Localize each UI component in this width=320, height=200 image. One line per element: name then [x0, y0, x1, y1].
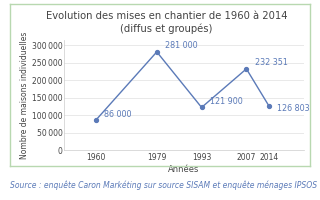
- Text: 126 803: 126 803: [277, 104, 310, 113]
- Text: 86 000: 86 000: [104, 110, 132, 119]
- Text: Evolution des mises en chantier de 1960 à 2014: Evolution des mises en chantier de 1960 …: [46, 11, 287, 21]
- Text: 281 000: 281 000: [165, 41, 198, 50]
- Text: 232 351: 232 351: [255, 58, 288, 67]
- Text: 121 900: 121 900: [210, 97, 243, 106]
- X-axis label: Années: Années: [168, 165, 200, 174]
- Y-axis label: Nombre de maisons individuelles: Nombre de maisons individuelles: [20, 31, 29, 159]
- Text: Source : enquête Caron Markéting sur source SISAM et enquête ménages IPSOS: Source : enquête Caron Markéting sur sou…: [10, 180, 317, 190]
- Text: (diffus et groupés): (diffus et groupés): [120, 23, 212, 33]
